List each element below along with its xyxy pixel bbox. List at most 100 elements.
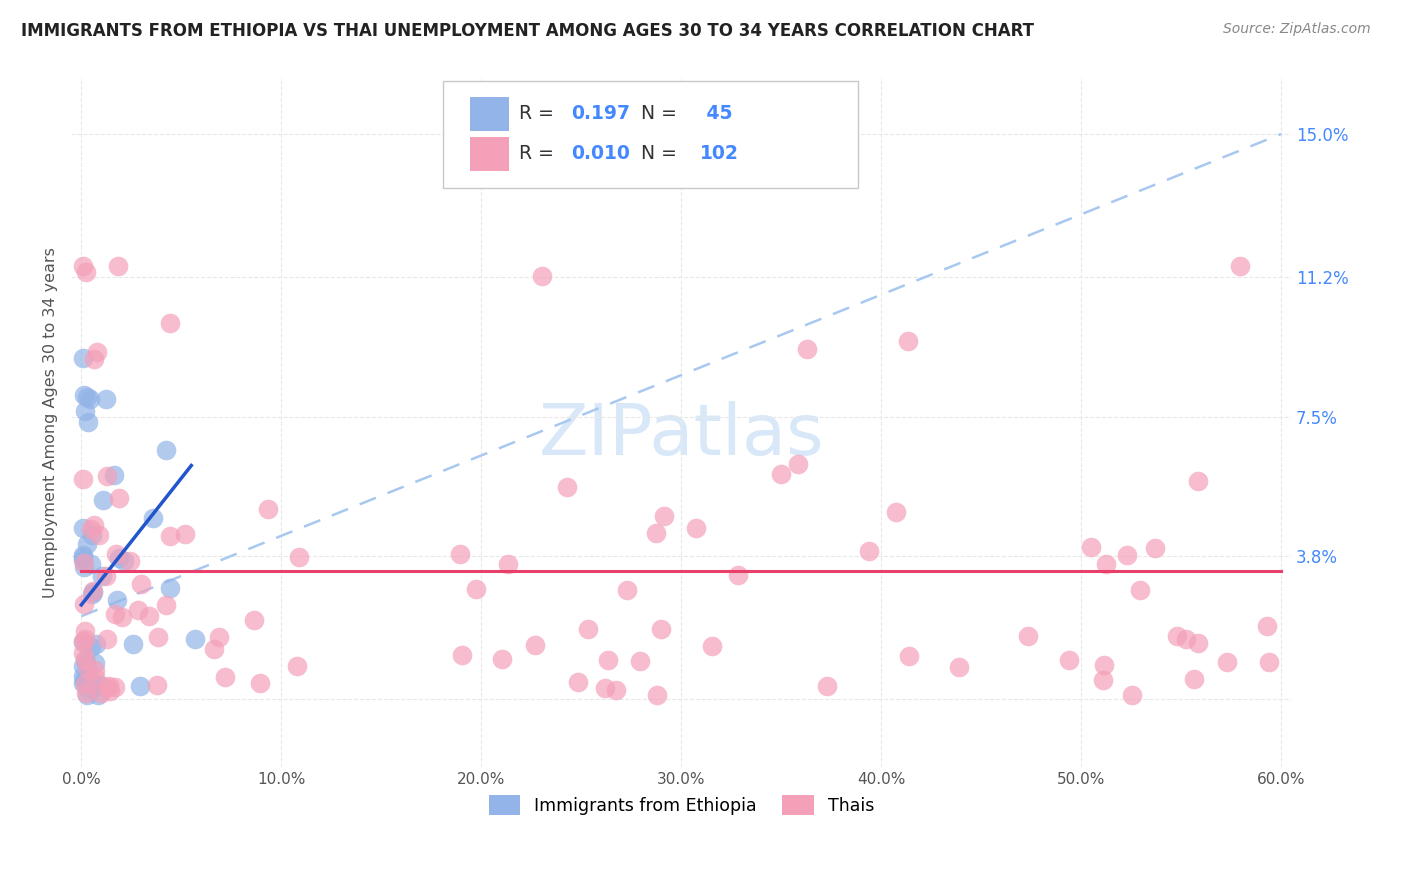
Point bbox=[1187, 474, 1209, 488]
Point bbox=[73, 624, 96, 638]
Point bbox=[159, 582, 181, 596]
Point bbox=[727, 568, 749, 582]
FancyBboxPatch shape bbox=[443, 81, 858, 187]
Text: 45: 45 bbox=[700, 104, 733, 123]
Point bbox=[1092, 673, 1115, 688]
Text: R =: R = bbox=[519, 104, 560, 123]
Point bbox=[96, 392, 118, 407]
FancyBboxPatch shape bbox=[470, 137, 509, 170]
Point bbox=[84, 679, 107, 693]
Point bbox=[1187, 636, 1209, 650]
Point bbox=[72, 351, 94, 365]
Point bbox=[146, 630, 169, 644]
Point bbox=[104, 547, 127, 561]
Point bbox=[77, 416, 100, 430]
Point bbox=[1216, 656, 1239, 670]
Point bbox=[796, 342, 818, 356]
Point bbox=[75, 656, 97, 670]
Point bbox=[72, 633, 94, 648]
Point bbox=[159, 316, 181, 330]
Text: R =: R = bbox=[519, 145, 560, 163]
Point bbox=[288, 549, 311, 564]
Point bbox=[80, 528, 103, 542]
Point bbox=[72, 472, 94, 486]
Point bbox=[84, 670, 107, 684]
Point bbox=[80, 640, 103, 655]
Point bbox=[73, 673, 96, 687]
Point bbox=[82, 584, 104, 599]
Point bbox=[948, 660, 970, 674]
Point bbox=[652, 509, 675, 524]
Point bbox=[98, 679, 121, 693]
Point bbox=[77, 669, 100, 683]
Point bbox=[465, 582, 488, 596]
Text: 102: 102 bbox=[700, 145, 738, 163]
Point bbox=[87, 689, 110, 703]
Text: IMMIGRANTS FROM ETHIOPIA VS THAI UNEMPLOYMENT AMONG AGES 30 TO 34 YEARS CORRELAT: IMMIGRANTS FROM ETHIOPIA VS THAI UNEMPLO… bbox=[21, 22, 1033, 40]
Point bbox=[72, 635, 94, 649]
Point bbox=[76, 681, 98, 695]
Text: Source: ZipAtlas.com: Source: ZipAtlas.com bbox=[1223, 22, 1371, 37]
Point bbox=[112, 554, 135, 568]
Point bbox=[787, 457, 810, 471]
Point bbox=[496, 557, 519, 571]
Legend: Immigrants from Ethiopia, Thais: Immigrants from Ethiopia, Thais bbox=[479, 787, 883, 823]
Point bbox=[80, 557, 103, 571]
Point bbox=[77, 662, 100, 676]
Text: 0.010: 0.010 bbox=[571, 145, 630, 163]
Point bbox=[858, 544, 880, 558]
Point bbox=[605, 683, 627, 698]
Point bbox=[129, 576, 152, 591]
Point bbox=[72, 597, 94, 611]
Point bbox=[897, 334, 920, 348]
Point bbox=[79, 392, 101, 406]
Point bbox=[104, 607, 127, 621]
Point bbox=[491, 652, 513, 666]
Point bbox=[80, 587, 103, 601]
Point bbox=[685, 521, 707, 535]
Point bbox=[72, 549, 94, 563]
Point bbox=[127, 603, 149, 617]
Point bbox=[593, 681, 616, 695]
Point bbox=[96, 632, 118, 647]
Point bbox=[111, 609, 134, 624]
Point bbox=[73, 404, 96, 418]
Point bbox=[72, 669, 94, 683]
Point bbox=[72, 553, 94, 567]
Text: N =: N = bbox=[641, 104, 683, 123]
Point bbox=[645, 689, 668, 703]
Point bbox=[702, 639, 724, 653]
Point bbox=[83, 351, 105, 366]
Point bbox=[1256, 619, 1278, 633]
Point bbox=[72, 560, 94, 574]
Point bbox=[650, 623, 672, 637]
Point bbox=[83, 518, 105, 533]
Point bbox=[576, 622, 599, 636]
Point bbox=[257, 501, 280, 516]
Point bbox=[107, 259, 129, 273]
Point bbox=[72, 549, 94, 564]
Point bbox=[98, 684, 121, 698]
Point bbox=[121, 638, 143, 652]
Point bbox=[1017, 629, 1039, 643]
Point bbox=[80, 522, 103, 536]
Point bbox=[118, 554, 141, 568]
Point bbox=[207, 630, 229, 644]
Point bbox=[72, 658, 94, 673]
Point bbox=[184, 632, 207, 646]
Point bbox=[89, 678, 111, 692]
Point bbox=[86, 345, 108, 359]
Point bbox=[155, 442, 177, 457]
Point bbox=[202, 642, 225, 657]
Point bbox=[567, 675, 589, 690]
Point bbox=[242, 613, 264, 627]
Point bbox=[1258, 656, 1281, 670]
Point bbox=[1166, 629, 1188, 643]
Point bbox=[72, 676, 94, 690]
Text: 0.197: 0.197 bbox=[571, 104, 630, 123]
Point bbox=[96, 568, 118, 582]
Point bbox=[108, 491, 131, 505]
Text: N =: N = bbox=[641, 145, 683, 163]
Point bbox=[146, 678, 169, 692]
Point bbox=[1229, 259, 1251, 273]
